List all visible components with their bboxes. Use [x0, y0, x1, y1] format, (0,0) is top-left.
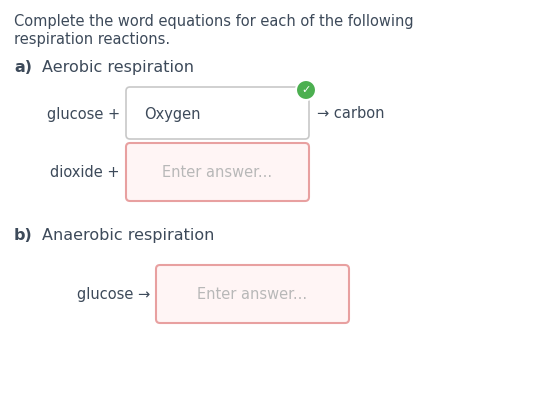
Text: Enter answer...: Enter answer... — [198, 287, 308, 302]
Text: ✓: ✓ — [301, 85, 311, 95]
Text: Aerobic respiration: Aerobic respiration — [42, 60, 194, 75]
Text: Oxygen: Oxygen — [144, 106, 200, 121]
FancyBboxPatch shape — [156, 265, 349, 323]
FancyBboxPatch shape — [126, 88, 309, 140]
Text: Complete the word equations for each of the following: Complete the word equations for each of … — [14, 14, 414, 29]
Text: a): a) — [14, 60, 32, 75]
Circle shape — [296, 81, 316, 101]
Text: glucose →: glucose → — [77, 287, 150, 302]
Text: → carbon: → carbon — [317, 106, 384, 121]
Text: Anaerobic respiration: Anaerobic respiration — [42, 228, 214, 243]
Text: dioxide +: dioxide + — [51, 165, 120, 180]
Text: b): b) — [14, 228, 33, 243]
Text: Enter answer...: Enter answer... — [162, 165, 272, 180]
Text: respiration reactions.: respiration reactions. — [14, 32, 170, 47]
FancyBboxPatch shape — [126, 144, 309, 202]
Text: glucose +: glucose + — [47, 106, 120, 121]
